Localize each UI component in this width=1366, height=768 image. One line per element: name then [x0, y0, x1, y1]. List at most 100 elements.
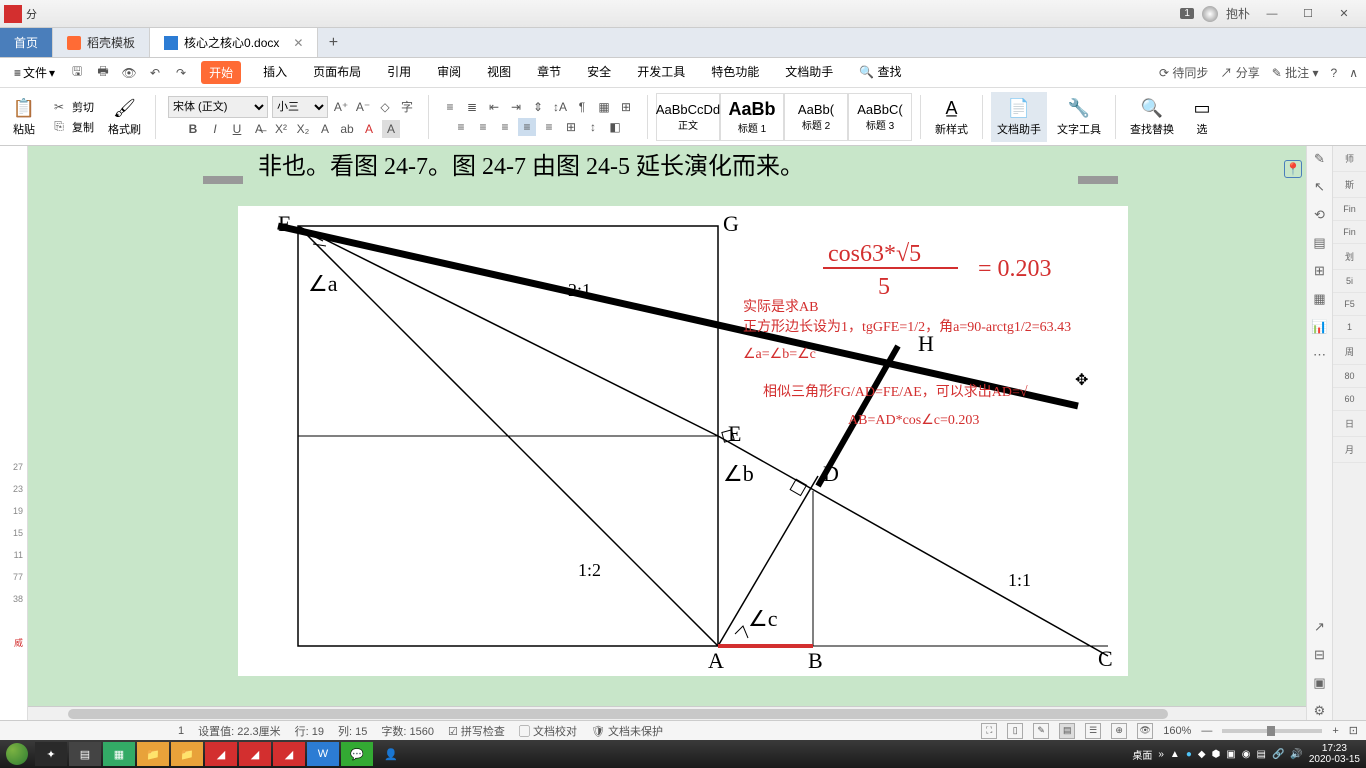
fr-item[interactable]: 斯: [1333, 172, 1366, 198]
view-eye[interactable]: 👁: [1137, 723, 1153, 739]
zoom-in-button[interactable]: +: [1332, 725, 1338, 737]
comment-button[interactable]: ✎ 批注 ▾: [1272, 64, 1319, 81]
fr-item[interactable]: Fin: [1333, 198, 1366, 221]
tb-calc[interactable]: ▦: [103, 742, 135, 766]
tb-explorer2[interactable]: 📁: [171, 742, 203, 766]
clear-format-icon[interactable]: ◇: [376, 98, 394, 116]
text-tool-button[interactable]: 🔧文字工具: [1051, 92, 1107, 142]
tray-ifly-icon[interactable]: ●: [1186, 749, 1192, 760]
settings-icon[interactable]: ⚙: [1311, 702, 1329, 720]
tb-app2[interactable]: ▤: [69, 742, 101, 766]
redo-icon[interactable]: ↷: [173, 65, 189, 81]
new-style-button[interactable]: A̲新样式: [929, 92, 974, 142]
align-right-icon[interactable]: ≡: [496, 118, 514, 136]
find-replace-button[interactable]: 🔍查找替换: [1124, 92, 1180, 142]
fr-item[interactable]: 日: [1333, 411, 1366, 437]
book-icon[interactable]: ▤: [1311, 234, 1329, 252]
zoom-slider[interactable]: [1222, 729, 1322, 733]
more-icon[interactable]: ⋯: [1311, 346, 1329, 364]
tool-icon[interactable]: ▣: [1311, 674, 1329, 692]
style-h1[interactable]: AaBb标题 1: [720, 93, 784, 141]
doc-helper-button[interactable]: 📄文档助手: [991, 92, 1047, 142]
fr-item[interactable]: 周: [1333, 339, 1366, 365]
shading-icon[interactable]: ◧: [606, 118, 624, 136]
select-button[interactable]: ▭选: [1184, 92, 1220, 142]
copy-icon[interactable]: ⎘: [50, 118, 68, 136]
phonetic-icon[interactable]: 字: [398, 98, 416, 116]
menu-dochelper[interactable]: 文档助手: [781, 61, 837, 84]
tb-app3[interactable]: ◢: [205, 742, 237, 766]
indent-right-icon[interactable]: ⇥: [507, 98, 525, 116]
grid-icon[interactable]: ⊞: [1311, 262, 1329, 280]
paste-button[interactable]: 📋粘贴: [6, 92, 42, 142]
char-shading-button[interactable]: A: [382, 120, 400, 138]
underline-button[interactable]: U: [228, 120, 246, 138]
tray-icon3[interactable]: ▣: [1226, 749, 1235, 760]
scroll-thumb[interactable]: [68, 709, 1168, 719]
view-web[interactable]: ⊕: [1111, 723, 1127, 739]
subscript-button[interactable]: X₂: [294, 120, 312, 138]
close-button[interactable]: ✕: [1330, 4, 1358, 24]
tab-document[interactable]: 核心之核心0.docx ✕: [150, 28, 318, 57]
font-size-select[interactable]: 小三: [272, 96, 328, 118]
font-color-button[interactable]: A: [360, 120, 378, 138]
location-pin-icon[interactable]: 📍: [1284, 160, 1302, 178]
start-button[interactable]: [0, 740, 34, 768]
pencil-icon[interactable]: ✎: [1311, 150, 1329, 168]
preview-icon[interactable]: 👁: [121, 65, 137, 81]
apps-icon[interactable]: ▦: [1311, 290, 1329, 308]
menu-devtools[interactable]: 开发工具: [633, 61, 689, 84]
file-menu[interactable]: ≡ 文件 ▾: [8, 62, 61, 83]
align-left-icon[interactable]: ≡: [452, 118, 470, 136]
show-marks-icon[interactable]: ¶: [573, 98, 591, 116]
tray-chevron[interactable]: »: [1158, 749, 1164, 760]
tray-icon2[interactable]: ⬢: [1212, 749, 1221, 760]
align-justify-icon[interactable]: ≡: [518, 118, 536, 136]
tray-desktop[interactable]: 桌面: [1132, 747, 1152, 762]
user-avatar[interactable]: [1202, 6, 1218, 22]
notification-badge[interactable]: 1: [1180, 8, 1194, 19]
fr-item[interactable]: 师: [1333, 146, 1366, 172]
border-icon[interactable]: ⊞: [617, 98, 635, 116]
undo-icon[interactable]: ↶: [147, 65, 163, 81]
menu-insert[interactable]: 插入: [259, 61, 291, 84]
tray-volume-icon[interactable]: 🔊: [1290, 749, 1302, 760]
menu-review[interactable]: 审阅: [433, 61, 465, 84]
superscript-button[interactable]: X²: [272, 120, 290, 138]
view-edit[interactable]: ✎: [1033, 723, 1049, 739]
tb-wechat[interactable]: 💬: [341, 742, 373, 766]
sort-icon[interactable]: ↕A: [551, 98, 569, 116]
fit-button[interactable]: ⊡: [1349, 724, 1358, 737]
view-outline[interactable]: ☰: [1085, 723, 1101, 739]
collapse-ribbon-button[interactable]: ∧: [1349, 66, 1358, 80]
share-icon[interactable]: ↗: [1311, 618, 1329, 636]
bullets-icon[interactable]: ≡: [441, 98, 459, 116]
font-name-select[interactable]: 宋体 (正文): [168, 96, 268, 118]
line-spacing-icon[interactable]: ⇕: [529, 98, 547, 116]
zoom-out-button[interactable]: —: [1201, 725, 1212, 737]
tray-icon5[interactable]: ▤: [1256, 749, 1265, 760]
tab-home[interactable]: 首页: [0, 28, 53, 57]
menu-features[interactable]: 特色功能: [707, 61, 763, 84]
tray-icon1[interactable]: ◆: [1198, 749, 1206, 760]
help-button[interactable]: ?: [1331, 66, 1338, 80]
sb-spellcheck[interactable]: ☑ 拼写检查: [448, 723, 505, 739]
tray-up[interactable]: ▲: [1170, 749, 1180, 760]
menu-search[interactable]: 🔍 查找: [855, 61, 905, 84]
style-h2[interactable]: AaBb(标题 2: [784, 93, 848, 141]
zoom-thumb[interactable]: [1267, 726, 1275, 736]
highlight-button[interactable]: ab: [338, 120, 356, 138]
tab-add-button[interactable]: +: [318, 28, 348, 57]
print-icon[interactable]: 🖶: [95, 65, 111, 81]
menu-start[interactable]: 开始: [201, 61, 241, 84]
share-button[interactable]: ↗ 分享: [1220, 64, 1259, 81]
tab-template[interactable]: 稻壳模板: [53, 28, 150, 57]
minimize-button[interactable]: —: [1258, 4, 1286, 24]
pointer-icon[interactable]: ↖: [1311, 178, 1329, 196]
shrink-font-icon[interactable]: A⁻: [354, 98, 372, 116]
style-h3[interactable]: AaBbC(标题 3: [848, 93, 912, 141]
fr-item[interactable]: 划: [1333, 244, 1366, 270]
text-direction-icon[interactable]: ↕: [584, 118, 602, 136]
sync-button[interactable]: ⟳ 待同步: [1159, 64, 1208, 81]
tray-network-icon[interactable]: 🔗: [1272, 749, 1284, 760]
